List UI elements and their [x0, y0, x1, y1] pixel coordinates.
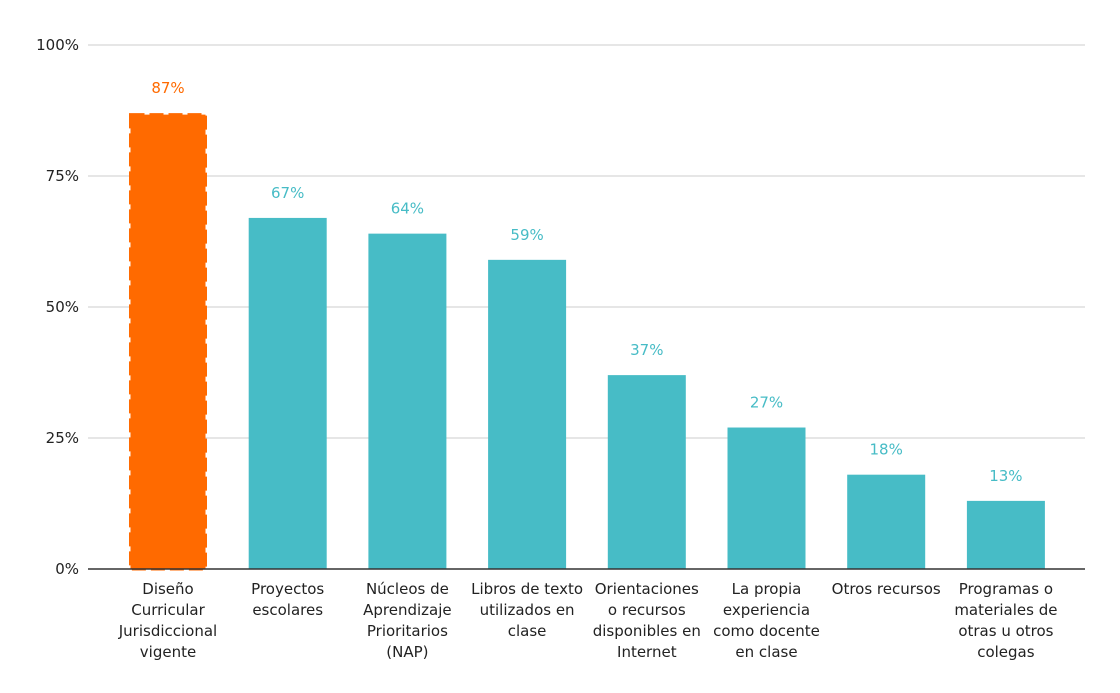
x-category-label-line: disponibles en [593, 622, 701, 640]
y-tick-label: 75% [46, 167, 79, 185]
x-category-label-line: o recursos [608, 601, 686, 619]
bars [129, 113, 1045, 571]
x-category-label: Libros de texto utilizados en clase [471, 580, 583, 640]
data-label: 13% [989, 467, 1022, 485]
x-category-label-line: Curricular [131, 601, 205, 619]
x-category-label-line: Otros recursos [832, 580, 941, 598]
x-category-label-line: como docente [713, 622, 820, 640]
x-category-label-line: clase [508, 622, 547, 640]
data-labels: 87% 67% 64% 59% 37% 27% 18% 13% [151, 79, 1022, 485]
x-axis-category-labels: Diseño Curricular Jurisdiccional vigente Pro… [118, 580, 1058, 661]
bar [488, 259, 567, 569]
x-category-label: Programas o materiales de otras u otros col… [954, 580, 1057, 661]
x-category-label-line: materiales de [954, 601, 1057, 619]
data-label: 37% [630, 341, 663, 359]
x-category-label: Proyectos escolares [251, 580, 324, 619]
bar-highlighted [129, 113, 207, 571]
y-tick-label: 50% [46, 298, 79, 316]
y-tick-label: 0% [55, 560, 79, 578]
x-category-label-line: en clase [735, 643, 797, 661]
x-category-label-line: experiencia [723, 601, 810, 619]
x-category-label-line: vigente [140, 643, 196, 661]
data-label: 27% [750, 394, 783, 412]
y-tick-label: 100% [36, 36, 79, 54]
bar [847, 474, 926, 569]
x-category-label-line: colegas [977, 643, 1035, 661]
bar [966, 500, 1045, 569]
data-label: 18% [870, 441, 903, 459]
x-category-label: La propia experiencia como docente en clase [713, 580, 820, 661]
bar [368, 233, 447, 569]
bar [607, 375, 686, 569]
data-label: 59% [510, 226, 543, 244]
data-label: 87% [151, 79, 184, 97]
x-category-label-line: Proyectos [251, 580, 324, 598]
data-label: 64% [391, 200, 424, 218]
y-tick-label: 25% [46, 429, 79, 447]
x-category-label-line: Jurisdiccional [118, 622, 217, 640]
x-category-label-line: Aprendizaje [363, 601, 452, 619]
x-category-label-line: Núcleos de [366, 580, 449, 598]
x-category-label-line: Libros de texto [471, 580, 583, 598]
x-category-label-line: otras u otros [958, 622, 1053, 640]
gridlines [88, 44, 1085, 439]
x-category-label: Diseño Curricular Jurisdiccional vigente [118, 580, 217, 661]
x-category-label-line: Internet [617, 643, 677, 661]
x-category-label-line: utilizados en [480, 601, 575, 619]
x-category-label: Orientaciones o recursos disponibles en Int… [593, 580, 701, 661]
data-label: 67% [271, 184, 304, 202]
x-category-label-line: Prioritarios [367, 622, 448, 640]
x-category-label-line: Diseño [142, 580, 193, 598]
x-category-label-line: escolares [252, 601, 323, 619]
x-category-label-line: (NAP) [386, 643, 428, 661]
bar [727, 427, 806, 569]
y-axis-tick-labels: 0% 25% 50% 75% 100% [36, 36, 79, 578]
x-category-label: Núcleos de Aprendizaje Prioritarios (NAP) [363, 580, 452, 661]
x-category-label: Otros recursos [832, 580, 941, 598]
x-category-label-line: La propia [732, 580, 802, 598]
x-category-label-line: Programas o [959, 580, 1053, 598]
x-category-label-line: Orientaciones [595, 580, 699, 598]
bar [248, 217, 327, 570]
